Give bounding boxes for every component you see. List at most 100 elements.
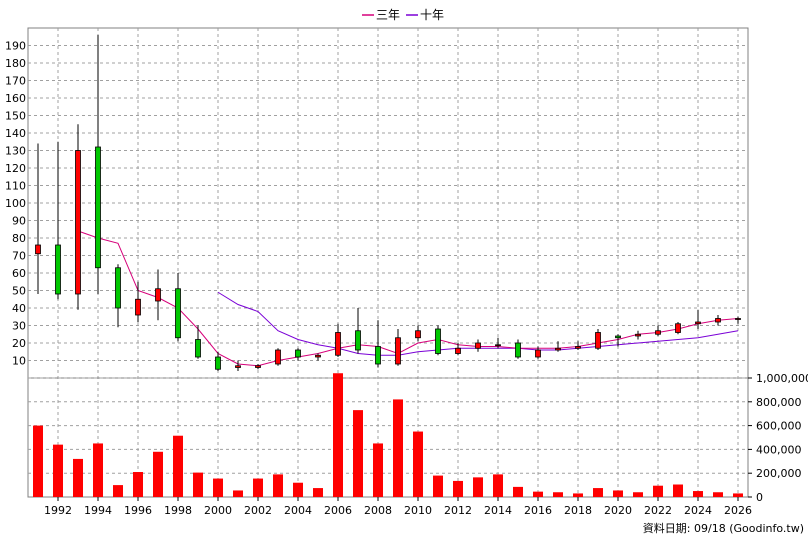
candle [375, 320, 381, 368]
volume-bar [93, 443, 103, 497]
price-tick-label: 190 [5, 40, 26, 53]
candle [195, 325, 201, 359]
volume-bar [393, 399, 403, 497]
year-tick-label: 2020 [604, 504, 632, 517]
price-tick-label: 30 [12, 320, 26, 333]
candle-body [335, 332, 341, 356]
price-tick-label: 10 [12, 355, 26, 368]
candle [535, 346, 541, 359]
candle-body [675, 323, 681, 333]
candle [35, 143, 41, 294]
volume-bar [73, 458, 83, 497]
candle [715, 315, 721, 326]
year-tick-label: 2002 [244, 504, 272, 517]
candle-body [715, 318, 721, 323]
candle-body [355, 330, 361, 351]
year-tick-label: 2012 [444, 504, 472, 517]
year-tick-label: 1996 [124, 504, 152, 517]
volume-bar [513, 486, 523, 497]
price-tick-label: 20 [12, 337, 26, 350]
candle [255, 364, 261, 370]
year-tick-label: 2000 [204, 504, 232, 517]
candle-body [575, 346, 581, 349]
legend-label: 十年 [420, 8, 444, 22]
year-tick-label: 2022 [644, 504, 672, 517]
candle-body [535, 349, 541, 358]
candle [315, 353, 321, 361]
candle [135, 281, 141, 322]
volume-bar [133, 472, 143, 497]
candle-body [515, 342, 521, 358]
volume-tick-label: 1,000,000 [756, 372, 808, 385]
volume-bar [113, 485, 123, 497]
volume-bar [493, 474, 503, 497]
candle [555, 341, 561, 352]
candle-body [155, 288, 161, 302]
candle-body [55, 244, 61, 295]
volume-bar [573, 493, 583, 497]
candle-body [375, 346, 381, 365]
candle-body [475, 342, 481, 349]
volume-bar [593, 488, 603, 497]
candle-body [455, 347, 461, 354]
candle-body [695, 321, 701, 325]
volume-bar [453, 480, 463, 497]
volume-bar [693, 491, 703, 497]
volume-bar [333, 373, 343, 497]
candle [275, 348, 281, 366]
candle [635, 330, 641, 340]
volume-bar [193, 472, 203, 497]
price-grid [27, 27, 749, 497]
volume-bars [33, 373, 743, 497]
volume-bar [533, 491, 543, 497]
candle [475, 339, 481, 352]
candle [355, 308, 361, 354]
candle-body [735, 318, 741, 320]
candle [455, 343, 461, 356]
chart-legend: 三年 十年 [362, 8, 444, 22]
candle-body [615, 335, 621, 339]
candle-body [635, 333, 641, 337]
volume-bar [373, 443, 383, 497]
candle-body [75, 150, 81, 295]
volume-tick-label: 400,000 [756, 443, 802, 456]
candle-body [215, 356, 221, 370]
volume-bar [273, 474, 283, 497]
volume-bar [173, 435, 183, 497]
candle [295, 348, 301, 361]
candle [575, 341, 581, 350]
volume-bar [653, 485, 663, 497]
volume-bar [233, 490, 243, 497]
ma-3y-line [77, 230, 739, 367]
candle [95, 35, 101, 294]
volume-axis: 0 200,000 400,000 600,000 800,000 1,000,000 [748, 372, 808, 504]
candle-body [275, 349, 281, 365]
price-tick-label: 50 [12, 285, 26, 298]
candle [435, 325, 441, 356]
candle-body [255, 365, 261, 368]
price-tick-label: 180 [5, 57, 26, 70]
candle [55, 141, 61, 300]
volume-bar [713, 492, 723, 497]
year-tick-label: 2018 [564, 504, 592, 517]
year-tick-label: 2010 [404, 504, 432, 517]
candle [675, 322, 681, 335]
year-tick-label: 2004 [284, 504, 312, 517]
volume-tick-label: 600,000 [756, 420, 802, 433]
source-label: 資料日期: 09/18 (Goodinfo.tw) [643, 521, 804, 535]
legend-label: 三年 [376, 8, 400, 22]
volume-bar [253, 478, 263, 497]
candlesticks [35, 35, 741, 371]
candle-body [595, 332, 601, 349]
volume-bar [673, 484, 683, 497]
candle [75, 124, 81, 310]
volume-tick-label: 0 [756, 491, 763, 504]
year-tick-label: 2016 [524, 504, 552, 517]
candle-body [415, 330, 421, 339]
candle-body [95, 146, 101, 269]
volume-bar [353, 410, 363, 497]
candle [655, 325, 661, 336]
candle-body [35, 244, 41, 255]
price-tick-label: 110 [5, 180, 26, 193]
